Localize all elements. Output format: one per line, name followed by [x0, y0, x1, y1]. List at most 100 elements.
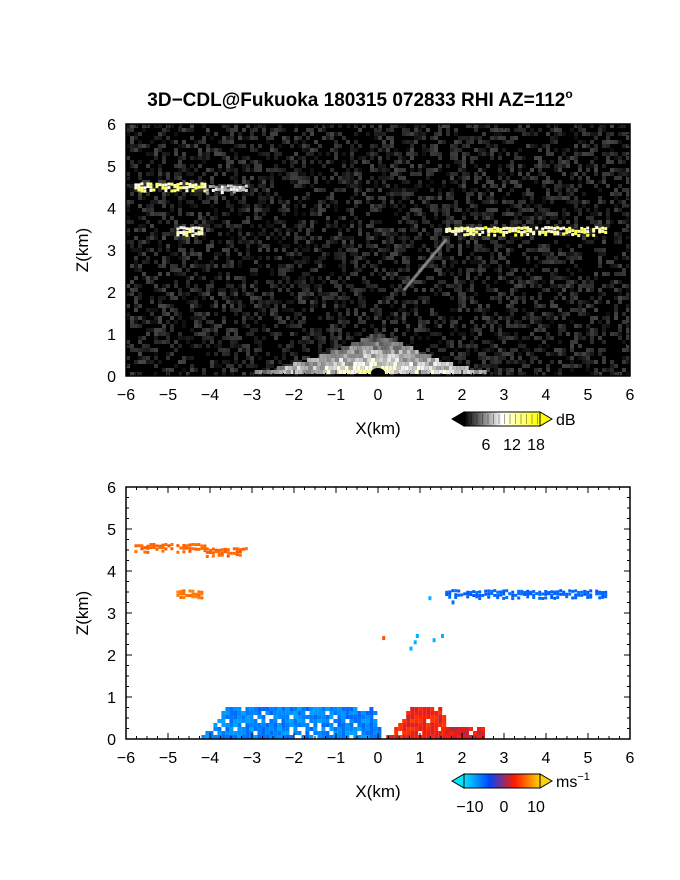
noise-pixel — [334, 156, 338, 160]
noise-pixel — [146, 280, 150, 284]
noise-pixel — [386, 256, 390, 260]
noise-pixel — [514, 332, 518, 336]
noise-pixel — [438, 316, 442, 320]
noise-pixel — [478, 268, 482, 272]
noise-pixel — [606, 212, 610, 216]
noise-pixel — [354, 148, 358, 152]
velocity-pixel — [297, 731, 302, 735]
noise-pixel — [242, 344, 246, 348]
velocity-pixel — [233, 735, 238, 739]
noise-pixel — [290, 360, 294, 364]
fan-pixel — [359, 354, 364, 358]
velocity-pixel — [430, 715, 435, 719]
noise-pixel — [298, 280, 302, 284]
noise-pixel — [234, 288, 238, 292]
noise-pixel — [158, 248, 162, 252]
noise-pixel — [366, 252, 370, 256]
velocity-pixel — [253, 719, 258, 723]
noise-pixel — [382, 176, 386, 180]
noise-pixel — [254, 272, 258, 276]
velocity-pixel — [253, 727, 258, 731]
noise-pixel — [578, 152, 582, 156]
band-pixel — [197, 543, 201, 547]
noise-pixel — [586, 352, 590, 356]
noise-pixel — [394, 300, 398, 304]
noise-pixel — [562, 196, 566, 200]
band-pixel — [238, 548, 242, 552]
noise-pixel — [402, 204, 406, 208]
noise-pixel — [518, 276, 522, 280]
noise-pixel — [462, 216, 466, 220]
velocity-pixel — [301, 723, 306, 727]
noise-pixel — [170, 292, 174, 296]
noise-pixel — [218, 272, 222, 276]
fan-pixel — [385, 362, 390, 366]
noise-pixel — [358, 172, 362, 176]
velocity-pixel — [353, 731, 358, 735]
noise-pixel — [150, 168, 154, 172]
noise-pixel — [434, 204, 438, 208]
noise-pixel — [606, 272, 610, 276]
noise-pixel — [178, 244, 182, 248]
noise-pixel — [618, 264, 622, 268]
noise-pixel — [498, 156, 502, 160]
noise-pixel — [254, 164, 258, 168]
band-pixel — [595, 592, 599, 596]
noise-pixel — [274, 300, 278, 304]
noise-pixel — [190, 264, 194, 268]
band-pixel — [208, 185, 212, 189]
noise-pixel — [174, 236, 178, 240]
band-pixel — [241, 547, 245, 551]
noise-pixel — [610, 368, 614, 372]
velocity-pixel — [345, 735, 350, 739]
noise-pixel — [410, 164, 414, 168]
noise-pixel — [454, 260, 458, 264]
noise-pixel — [238, 336, 242, 340]
velocity-pixel — [273, 707, 278, 711]
noise-pixel — [178, 336, 182, 340]
noise-pixel — [350, 248, 354, 252]
noise-pixel — [590, 296, 594, 300]
noise-pixel — [302, 224, 306, 228]
noise-pixel — [570, 320, 574, 324]
noise-pixel — [622, 132, 626, 136]
noise-pixel — [174, 132, 178, 136]
noise-pixel — [202, 140, 206, 144]
noise-pixel — [390, 176, 394, 180]
velocity-pixel — [313, 731, 318, 735]
noise-pixel — [166, 356, 170, 360]
fan-pixel — [296, 366, 301, 370]
noise-pixel — [230, 364, 234, 368]
noise-pixel — [214, 172, 218, 176]
velocity-pixel — [422, 735, 427, 739]
noise-pixel — [514, 288, 518, 292]
noise-pixel — [410, 172, 414, 176]
noise-pixel — [246, 240, 250, 244]
noise-pixel — [190, 300, 194, 304]
velocity-pixel — [229, 711, 234, 715]
noise-pixel — [590, 124, 594, 128]
noise-pixel — [490, 240, 494, 244]
noise-pixel — [386, 244, 390, 248]
band-pixel — [152, 188, 156, 192]
noise-pixel — [354, 260, 358, 264]
noise-pixel — [318, 328, 322, 332]
noise-pixel — [162, 288, 166, 292]
noise-pixel — [186, 212, 190, 216]
noise-pixel — [382, 144, 386, 148]
scatter-pixel — [415, 634, 419, 638]
noise-pixel — [538, 368, 542, 372]
noise-pixel — [314, 148, 318, 152]
band-pixel — [583, 592, 587, 596]
noise-pixel — [478, 152, 482, 156]
noise-pixel — [154, 148, 158, 152]
noise-pixel — [402, 124, 406, 128]
noise-pixel — [458, 176, 462, 180]
noise-pixel — [386, 176, 390, 180]
velocity-pixel — [406, 723, 411, 727]
band-pixel — [244, 188, 248, 192]
noise-pixel — [174, 312, 178, 316]
noise-pixel — [202, 152, 206, 156]
noise-pixel — [330, 148, 334, 152]
noise-pixel — [594, 184, 598, 188]
